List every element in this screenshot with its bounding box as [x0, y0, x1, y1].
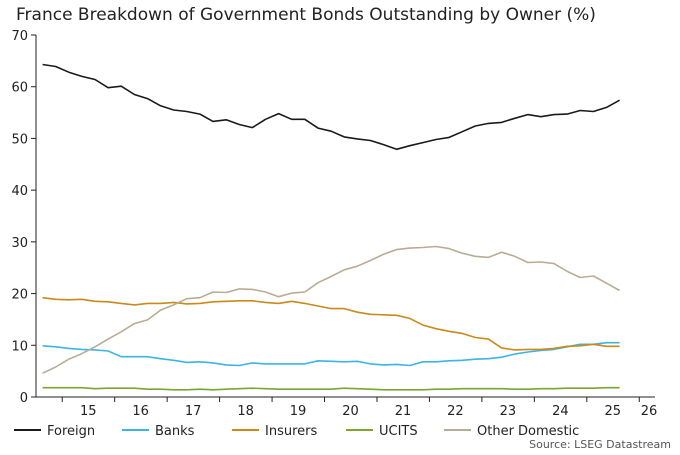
legend-label-foreign: Foreign	[47, 424, 95, 439]
x-tick-label: 23	[500, 404, 517, 419]
series-line-insurers	[42, 296, 620, 351]
x-tick-label: 26	[641, 404, 658, 419]
series-line-foreign	[42, 63, 620, 151]
y-axis: 0 10 20 30 40 50 60 70	[11, 29, 37, 406]
x-tick-label: 15	[80, 404, 97, 419]
x-tick-label: 24	[552, 404, 569, 419]
legend-label-banks: Banks	[155, 424, 195, 439]
legend-label-ucits: UCITS	[379, 424, 418, 439]
x-axis: 15 16 17 18 19 20 21 22 23 24 25 26	[36, 396, 658, 419]
y-tick-label: 10	[11, 339, 28, 354]
y-tick-label: 40	[11, 184, 28, 199]
x-tick-label: 18	[237, 404, 254, 419]
x-tick-label: 20	[342, 404, 359, 419]
legend: Foreign Banks Insurers UCITS Other Domestic	[14, 424, 579, 439]
series-line-banks	[42, 341, 620, 367]
y-tick-label: 20	[11, 288, 28, 303]
legend-label-insurers: Insurers	[265, 424, 317, 439]
x-tick-label: 25	[605, 404, 622, 419]
x-tick-label: 16	[132, 404, 149, 419]
series-line-ucits	[42, 386, 620, 391]
chart-title: France Breakdown of Government Bonds Out…	[16, 5, 596, 25]
x-tick-label: 21	[395, 404, 412, 419]
source-note: Source: LSEG Datastream	[529, 438, 671, 451]
y-tick-label: 50	[11, 132, 28, 147]
y-tick-label: 60	[11, 81, 28, 96]
x-tick-label: 19	[290, 404, 307, 419]
y-tick-label: 0	[20, 391, 28, 406]
y-tick-label: 30	[11, 236, 28, 251]
series-line-other-domestic	[42, 245, 620, 374]
series-lines	[42, 63, 620, 391]
x-tick-label: 17	[185, 404, 202, 419]
x-tick-label: 22	[447, 404, 464, 419]
y-tick-label: 70	[11, 29, 28, 44]
legend-label-other-domestic: Other Domestic	[477, 424, 579, 439]
